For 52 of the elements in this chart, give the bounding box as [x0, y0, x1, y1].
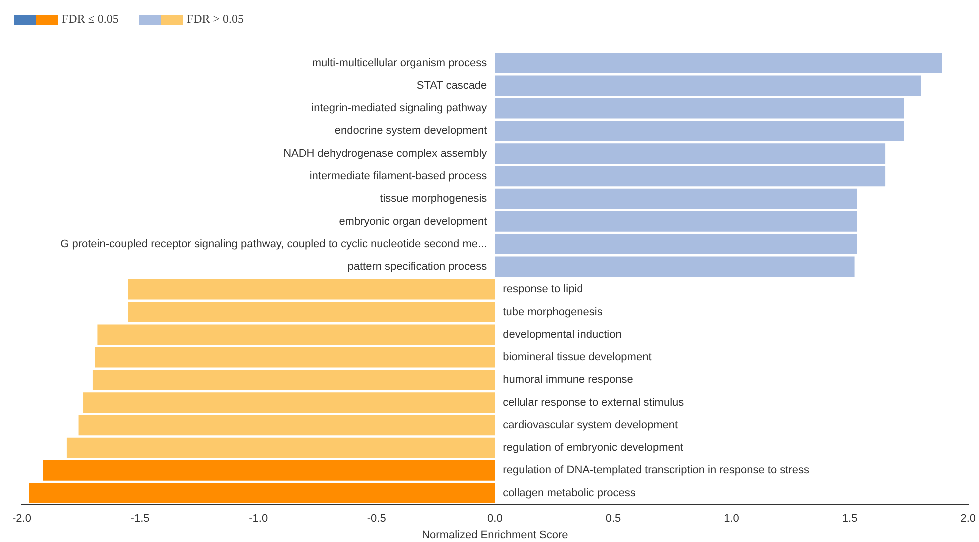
y-tick-label: tissue morphogenesis	[380, 193, 488, 206]
x-tick-label: 2.0	[960, 513, 976, 526]
y-tick-label: response to lipid	[503, 284, 584, 296]
legend-label: FDR > 0.05	[186, 12, 244, 27]
y-tick-label: multi-multicellular organism process	[312, 57, 488, 70]
y-tick-label: developmental induction	[503, 328, 622, 341]
y-tick-label: integrin-mediated signaling pathway	[312, 102, 488, 115]
bar	[495, 144, 886, 164]
y-tick-label: regulation of embryonic development	[503, 442, 684, 454]
x-tick-label: 1.5	[842, 513, 858, 526]
bar	[92, 370, 496, 390]
bar	[128, 279, 496, 300]
bar	[495, 212, 858, 232]
y-tick-label: pattern specification process	[348, 261, 488, 274]
bar	[495, 76, 922, 96]
bar	[84, 392, 496, 413]
x-tick-label: -2.0	[12, 513, 32, 526]
bar	[495, 166, 886, 187]
y-tick-label: biomineral tissue development	[503, 352, 652, 364]
bar	[495, 188, 858, 210]
bar	[128, 302, 496, 322]
x-tick-label: -1.5	[130, 513, 150, 526]
x-axis-title: Normalized Enrichment Score	[422, 529, 568, 542]
bar	[78, 415, 496, 436]
x-tick-label: -1.0	[249, 513, 268, 526]
y-tick-label: tube morphogenesis	[503, 306, 604, 318]
bar	[98, 324, 496, 346]
y-tick-label: cardiovascular system development	[503, 419, 678, 432]
y-tick-label: collagen metabolic process	[503, 487, 636, 500]
y-tick-label: embryonic organ development	[339, 216, 488, 228]
bar	[495, 98, 904, 119]
x-tick-label: 0.0	[488, 513, 503, 526]
x-tick-label: 1.0	[724, 513, 740, 526]
bar	[495, 234, 858, 255]
bar	[95, 347, 496, 368]
bar	[43, 460, 496, 481]
bar	[29, 483, 496, 504]
bar	[495, 256, 855, 278]
y-tick-label: endocrine system development	[334, 125, 488, 138]
y-tick-label: cellular response to external stimulus	[503, 396, 685, 409]
y-tick-label: regulation of DNA-templated transcription in response to stress	[503, 464, 810, 477]
y-tick-label: intermediate filament-based process	[310, 170, 488, 182]
bar	[66, 438, 496, 458]
y-tick-label: STAT cascade	[416, 80, 488, 92]
y-tick-label: G protein-coupled receptor signaling pathway, coupled to cyclic nucleotide second me...	[60, 238, 488, 250]
y-tick-label: NADH dehydrogenase complex assembly	[284, 148, 488, 160]
bar	[495, 53, 942, 74]
legend-label: FDR ≤ 0.05	[62, 12, 119, 27]
bar	[495, 121, 904, 142]
y-tick-label: humoral immune response	[503, 374, 634, 386]
x-tick-label: 0.5	[606, 513, 622, 526]
x-tick-label: -0.5	[367, 513, 386, 526]
